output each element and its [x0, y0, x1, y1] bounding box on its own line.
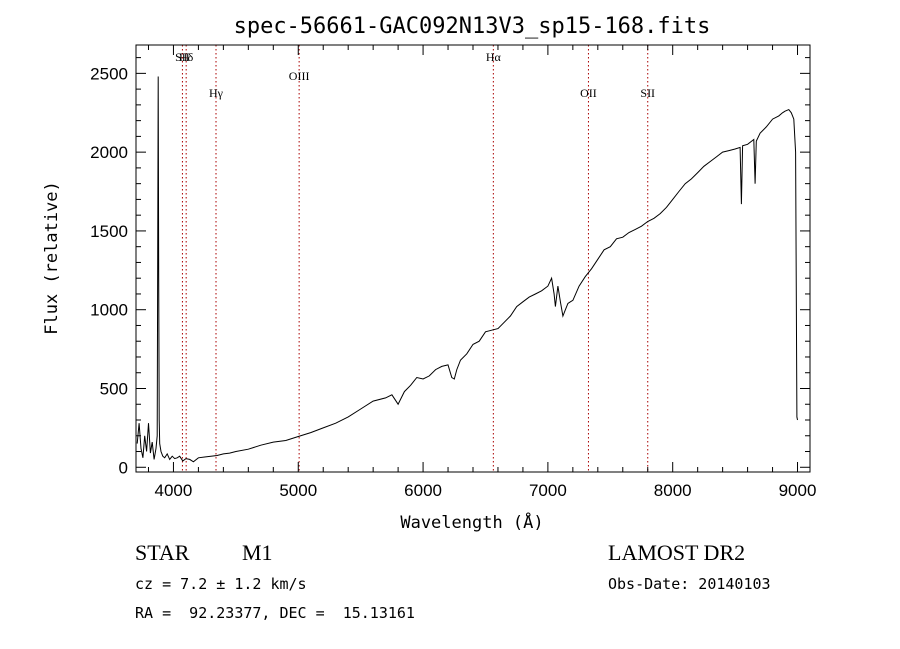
observation-date: Obs-Date: 20140103: [608, 575, 771, 593]
y-tick-label: 2500: [90, 64, 128, 83]
x-axis-label: Wavelength (Å): [400, 511, 543, 533]
y-axis-label: Flux (relative): [42, 181, 62, 335]
x-axis: 4000 5000 6000 7000 8000 9000: [147, 45, 817, 500]
marker-label: SII: [640, 86, 655, 100]
object-class: STAR: [135, 540, 190, 565]
x-tick-label: 8000: [654, 481, 692, 500]
marker-label: Hγ: [209, 86, 224, 100]
y-axis: 0 500 1000 1500 2000 2500: [90, 57, 810, 477]
marker-label: Hα: [486, 50, 502, 64]
y-tick-label: 1500: [90, 222, 128, 241]
y-tick-label: 2000: [90, 143, 128, 162]
redshift-text: cz = 7.2 ± 1.2 km/s: [135, 575, 307, 593]
x-tick-label: 9000: [779, 481, 817, 500]
marker-label: OII: [580, 86, 597, 100]
x-tick-label: 5000: [279, 481, 317, 500]
survey-name: LAMOST DR2: [608, 540, 746, 565]
y-tick-label: 500: [100, 379, 128, 398]
x-tick-label: 4000: [155, 481, 193, 500]
coordinates-text: RA = 92.23377, DEC = 15.13161: [135, 604, 415, 622]
y-tick-label: 1000: [90, 301, 128, 320]
chart-title: spec-56661-GAC092N13V3_sp15-168.fits: [234, 14, 711, 39]
y-tick-label: 0: [119, 458, 128, 477]
marker-label: SII: [175, 50, 190, 64]
marker-label: OIII: [289, 69, 310, 83]
x-tick-label: 7000: [529, 481, 567, 500]
plot-frame: [135, 44, 811, 473]
object-subclass: M1: [242, 540, 273, 565]
x-tick-label: 6000: [404, 481, 442, 500]
spectrum-line: [136, 76, 798, 463]
